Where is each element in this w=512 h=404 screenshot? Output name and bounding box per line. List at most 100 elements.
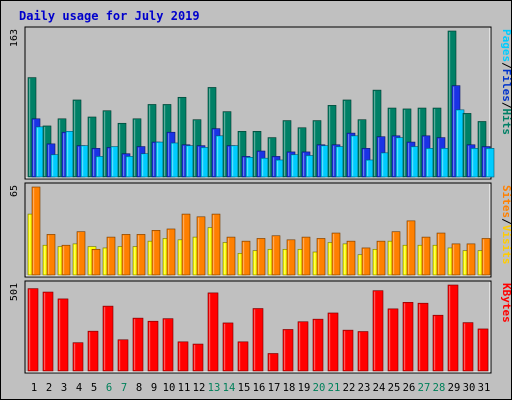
- day-label-21: 21: [328, 382, 341, 394]
- bar-sites-day-31: [481, 238, 491, 276]
- day-label-10: 10: [163, 382, 176, 394]
- bar-sites-day-19: [301, 236, 311, 276]
- day-label-17: 17: [268, 382, 281, 394]
- day-label-8: 8: [136, 382, 142, 394]
- bar-kbytes-day-26: [402, 302, 414, 372]
- day-label-11: 11: [178, 382, 191, 394]
- bar-kbytes-day-7: [117, 339, 129, 372]
- bar-sites-day-25: [391, 231, 401, 276]
- bar-kbytes-day-19: [297, 321, 309, 372]
- bar-sites-day-6: [106, 236, 116, 276]
- bar-sites-day-15: [241, 240, 251, 276]
- side-legend: Sites/Visits: [500, 185, 511, 265]
- bar-kbytes-day-23: [357, 331, 369, 372]
- panel-1: 163 Pages/Files/Hits: [9, 26, 512, 180]
- bar-kbytes-day-30: [462, 322, 474, 372]
- bar-sites-day-27: [421, 236, 431, 276]
- side-legend: KBytes: [500, 283, 511, 323]
- bar-sites-day-7: [121, 234, 131, 276]
- bar-sites-day-26: [406, 220, 416, 276]
- bar-kbytes-day-20: [312, 318, 324, 372]
- bar-sites-day-14: [226, 236, 236, 276]
- day-label-25: 25: [388, 382, 401, 394]
- day-label-3: 3: [61, 382, 67, 394]
- bar-kbytes-day-10: [162, 318, 174, 372]
- side-legend: Pages/Files/Hits: [500, 29, 511, 135]
- day-label-18: 18: [283, 382, 296, 394]
- bar-kbytes-day-17: [267, 353, 279, 372]
- day-label-2: 2: [46, 382, 52, 394]
- bar-kbytes-day-8: [132, 317, 144, 372]
- bar-kbytes-day-11: [177, 341, 189, 372]
- day-label-29: 29: [448, 382, 461, 394]
- day-label-22: 22: [343, 382, 356, 394]
- day-label-4: 4: [76, 382, 82, 394]
- bar-kbytes-day-25: [387, 308, 399, 372]
- day-label-24: 24: [373, 382, 386, 394]
- bar-sites-day-3: [61, 244, 71, 276]
- axis-max-label: 65: [9, 185, 20, 197]
- bar-kbytes-day-9: [147, 320, 159, 372]
- day-label-9: 9: [151, 382, 157, 394]
- axis-max-label: 163: [9, 29, 20, 47]
- day-label-20: 20: [313, 382, 326, 394]
- day-label-12: 12: [193, 382, 206, 394]
- day-label-28: 28: [433, 382, 446, 394]
- bar-kbytes-day-16: [252, 308, 264, 372]
- day-label-30: 30: [463, 382, 476, 394]
- bar-kbytes-day-29: [447, 284, 459, 372]
- bar-sites-day-20: [316, 238, 326, 276]
- bar-sites-day-28: [436, 232, 446, 276]
- bar-kbytes-day-22: [342, 329, 354, 372]
- bar-sites-day-21: [331, 232, 341, 276]
- bar-kbytes-day-2: [42, 291, 54, 372]
- day-label-16: 16: [253, 382, 266, 394]
- bar-sites-day-17: [271, 235, 281, 276]
- bar-sites-day-18: [286, 239, 296, 276]
- day-label-26: 26: [403, 382, 416, 394]
- bar-sites-day-12: [196, 216, 206, 276]
- bar-pages-day-31: [485, 148, 495, 178]
- day-label-19: 19: [298, 382, 311, 394]
- day-labels: 1 2 3 4 5 6 7 8 9 10 11 12 13 14 15 16 17 18 19 20 21 22 23 24 2…: [31, 382, 490, 394]
- day-label-14: 14: [223, 382, 236, 394]
- day-label-23: 23: [358, 382, 371, 394]
- day-label-1: 1: [31, 382, 37, 394]
- legend-files: Files: [500, 69, 511, 102]
- bar-kbytes-day-15: [237, 341, 249, 372]
- bar-sites-day-8: [136, 234, 146, 276]
- legend-visits: Visits: [500, 225, 511, 265]
- bar-kbytes-day-21: [327, 312, 339, 372]
- bar-sites-day-22: [346, 240, 356, 276]
- bar-sites-day-24: [376, 240, 386, 276]
- bar-kbytes-day-14: [222, 322, 234, 372]
- bar-sites-day-2: [46, 234, 56, 276]
- bar-kbytes-day-13: [207, 292, 219, 372]
- bar-kbytes-day-12: [192, 343, 204, 372]
- day-label-6: 6: [106, 382, 112, 394]
- bar-sites-day-30: [466, 243, 476, 276]
- bar-sites-day-5: [91, 248, 101, 276]
- bar-kbytes-day-27: [417, 302, 429, 372]
- legend-kbytes: KBytes: [500, 283, 511, 323]
- day-label-5: 5: [91, 382, 97, 394]
- chart-panels: 163 Pages/Files/Hits 65 Sites/Visits 501 KByt…: [9, 26, 512, 374]
- axis-max-label: 501: [9, 283, 20, 301]
- bar-kbytes-day-31: [477, 328, 489, 372]
- bar-sites-day-1: [31, 186, 41, 276]
- bar-sites-day-4: [76, 231, 86, 276]
- bar-kbytes-day-24: [372, 290, 384, 372]
- bar-sites-day-10: [166, 228, 176, 276]
- legend-sites: Sites: [500, 185, 511, 218]
- bar-sites-day-16: [256, 238, 266, 276]
- bar-kbytes-day-1: [27, 288, 39, 372]
- day-label-13: 13: [208, 382, 221, 394]
- chart-title: Daily usage for July 2019: [19, 9, 200, 23]
- legend-hits: Hits: [500, 109, 511, 136]
- panel-2: 65 Sites/Visits: [9, 182, 512, 278]
- bar-kbytes-day-18: [282, 329, 294, 372]
- bar-kbytes-day-5: [87, 330, 99, 372]
- bar-sites-day-11: [181, 213, 191, 276]
